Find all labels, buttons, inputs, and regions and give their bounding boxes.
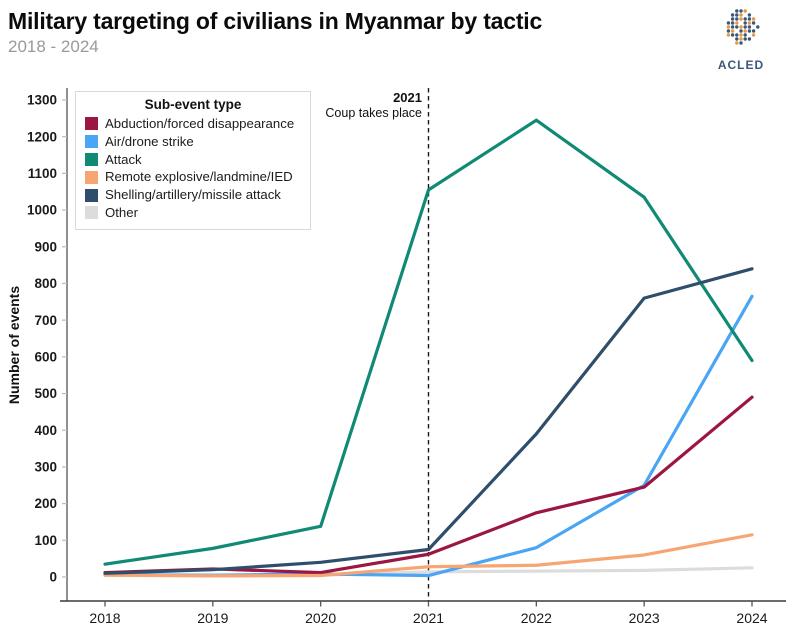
legend-title: Sub-event type: [144, 97, 242, 112]
legend-item: Attack: [85, 151, 301, 169]
legend-item: Remote explosive/landmine/IED: [85, 168, 301, 186]
x-tick-label: 2023: [629, 610, 660, 626]
legend-swatch: [85, 170, 98, 184]
chart-header: Military targeting of civilians in Myanm…: [8, 8, 542, 57]
axes: 0 100 200 300 400 500 600 700 800 900 1000 1100 1200…: [27, 88, 786, 626]
legend-label: Shelling/artillery/missile attack: [105, 187, 281, 203]
y-tick-label: 700: [34, 313, 57, 328]
series-lines: [103, 118, 754, 578]
legend-label: Air/drone strike: [105, 133, 194, 149]
legend-label: Attack: [105, 151, 142, 167]
legend-swatch: [85, 152, 98, 166]
y-tick-label: 100: [34, 533, 57, 548]
legend-item: Abduction/forced disappearance: [85, 115, 301, 133]
legend-swatch: [85, 135, 98, 149]
legend-label: Other: [105, 204, 138, 220]
legend-item: Air/drone strike: [85, 133, 301, 151]
annotation-text: Coup takes place: [325, 106, 422, 120]
acled-logo: ACLED: [710, 6, 772, 72]
y-tick-label: 0: [49, 570, 57, 585]
y-tick-label: 1000: [27, 203, 57, 218]
page-subtitle: 2018 - 2024: [8, 37, 99, 57]
y-tick-label: 600: [34, 349, 57, 364]
page-title: Military targeting of civilians in Myanm…: [8, 8, 543, 34]
series-line: [103, 267, 754, 575]
y-tick-label: 300: [34, 460, 57, 475]
y-tick-label: 200: [34, 496, 57, 511]
x-tick-label: 2024: [736, 610, 767, 626]
y-tick-label: 1300: [27, 93, 57, 108]
legend-swatch: [85, 117, 98, 131]
y-tick-label: 1100: [28, 166, 57, 181]
y-tick-label: 800: [34, 276, 57, 291]
x-tick-label: 2022: [521, 610, 552, 626]
y-tick-label: 900: [34, 239, 57, 254]
x-tick-label: 2018: [89, 610, 120, 626]
acled-logo-text: ACLED: [717, 58, 765, 72]
y-axis-title: Number of events: [6, 286, 22, 404]
x-tick-label: 2020: [305, 610, 336, 626]
series-line: [103, 118, 754, 566]
legend-label: Remote explosive/landmine/IED: [105, 169, 293, 185]
x-tick-label: 2019: [197, 610, 228, 626]
legend-swatch: [85, 206, 98, 220]
y-tick-label: 500: [34, 386, 57, 401]
legend-swatch: [85, 188, 98, 202]
x-tick-label: 2021: [413, 610, 444, 626]
annotation-year: 2021: [393, 90, 422, 105]
y-tick-label: 400: [34, 423, 57, 438]
legend-label: Abduction/forced disappearance: [105, 116, 295, 131]
acled-globe-icon: [726, 9, 760, 45]
legend: Sub-event type Abduction/forced disappea…: [75, 91, 311, 230]
legend-item: Shelling/artillery/missile attack: [85, 186, 301, 204]
y-tick-label: 1200: [27, 129, 57, 144]
series-line: [103, 533, 754, 578]
legend-items: Abduction/forced disappearance Air/drone …: [85, 115, 301, 222]
legend-item: Other: [85, 204, 301, 222]
